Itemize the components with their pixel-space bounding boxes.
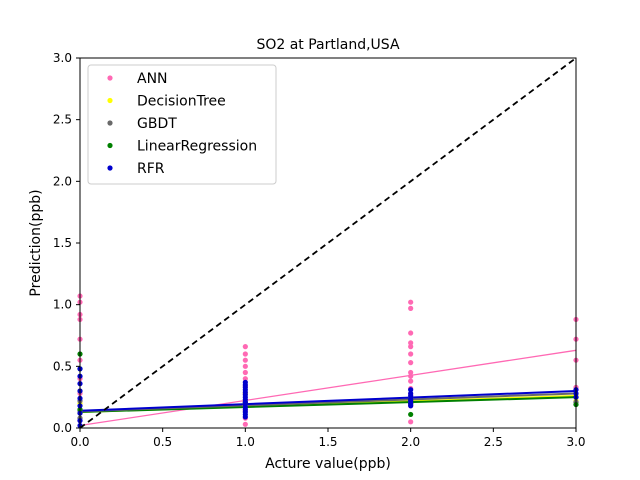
data-point-ann xyxy=(408,373,414,379)
data-point-ann xyxy=(408,419,414,425)
data-point-ann xyxy=(408,344,414,350)
y-tick-label: 0.0 xyxy=(53,421,72,435)
legend-label-rfr: RFR xyxy=(137,161,165,177)
legend-marker-gbdt xyxy=(107,120,113,126)
data-point-linearregression xyxy=(408,411,414,418)
x-axis-label: Acture value(ppb) xyxy=(265,456,391,472)
x-tick-label: 1.5 xyxy=(318,435,337,449)
legend-box xyxy=(87,64,277,185)
data-point-ann xyxy=(242,376,248,382)
data-point-ann xyxy=(242,357,248,363)
legend-label-linearregression: LinearRegression xyxy=(137,139,257,155)
data-point-ann xyxy=(408,330,414,336)
legend: ANN DecisionTree GBDT LinearRegression RFR xyxy=(87,64,277,185)
data-point-ann xyxy=(242,421,248,427)
x-tick-label: 0.0 xyxy=(70,435,89,449)
fit-line-rfr xyxy=(79,390,577,412)
data-point-ann xyxy=(408,369,414,376)
data-point-ann xyxy=(408,351,414,357)
y-tick-label: 2.5 xyxy=(53,113,72,127)
legend-label-ann: ANN xyxy=(137,71,168,87)
fit-line-ann xyxy=(79,349,577,427)
x-tick-label: 2.5 xyxy=(484,435,503,449)
data-point-ann xyxy=(242,351,248,357)
y-tick-label: 1.5 xyxy=(53,236,72,250)
legend-marker-rfr xyxy=(107,165,113,171)
data-point-ann xyxy=(242,344,248,350)
y-axis-ticks: 0.0 0.5 1.0 1.5 2.0 2.5 3.0 xyxy=(53,51,80,435)
legend-marker-decisiontree xyxy=(107,97,113,104)
legend-label-gbdt: GBDT xyxy=(137,116,177,132)
data-point-ann xyxy=(408,378,414,384)
x-tick-label: 3.0 xyxy=(566,435,585,449)
fit-lines xyxy=(79,349,577,427)
x-tick-label: 1.0 xyxy=(236,435,255,449)
legend-marker-ann xyxy=(107,75,113,81)
data-point-ann xyxy=(408,299,414,305)
legend-label-decisiontree: DecisionTree xyxy=(137,94,226,110)
y-tick-label: 3.0 xyxy=(53,51,72,65)
identity-reference-line xyxy=(79,57,577,429)
fit-line-linearregression xyxy=(79,396,577,413)
data-point-rfr xyxy=(408,387,414,393)
data-point-ann xyxy=(242,369,248,376)
data-point-ann xyxy=(408,340,414,346)
data-point-rfr xyxy=(408,403,414,409)
y-axis-label: Prediction(ppb) xyxy=(28,189,44,296)
data-point-rfr xyxy=(242,414,248,420)
y-tick-label: 1.0 xyxy=(53,298,72,312)
y-tick-label: 0.5 xyxy=(53,359,72,373)
x-tick-label: 2.0 xyxy=(401,435,420,449)
legend-marker-linearregression xyxy=(107,142,113,149)
x-axis-ticks: 0.0 0.5 1.0 1.5 2.0 2.5 3.0 xyxy=(70,428,586,449)
data-point-ann xyxy=(408,360,414,366)
data-point-ann xyxy=(242,363,248,369)
data-point-ann xyxy=(408,305,414,311)
chart-title: SO2 at Partland,USA xyxy=(256,37,399,53)
x-tick-label: 0.5 xyxy=(153,435,172,449)
y-tick-label: 2.0 xyxy=(53,174,72,188)
